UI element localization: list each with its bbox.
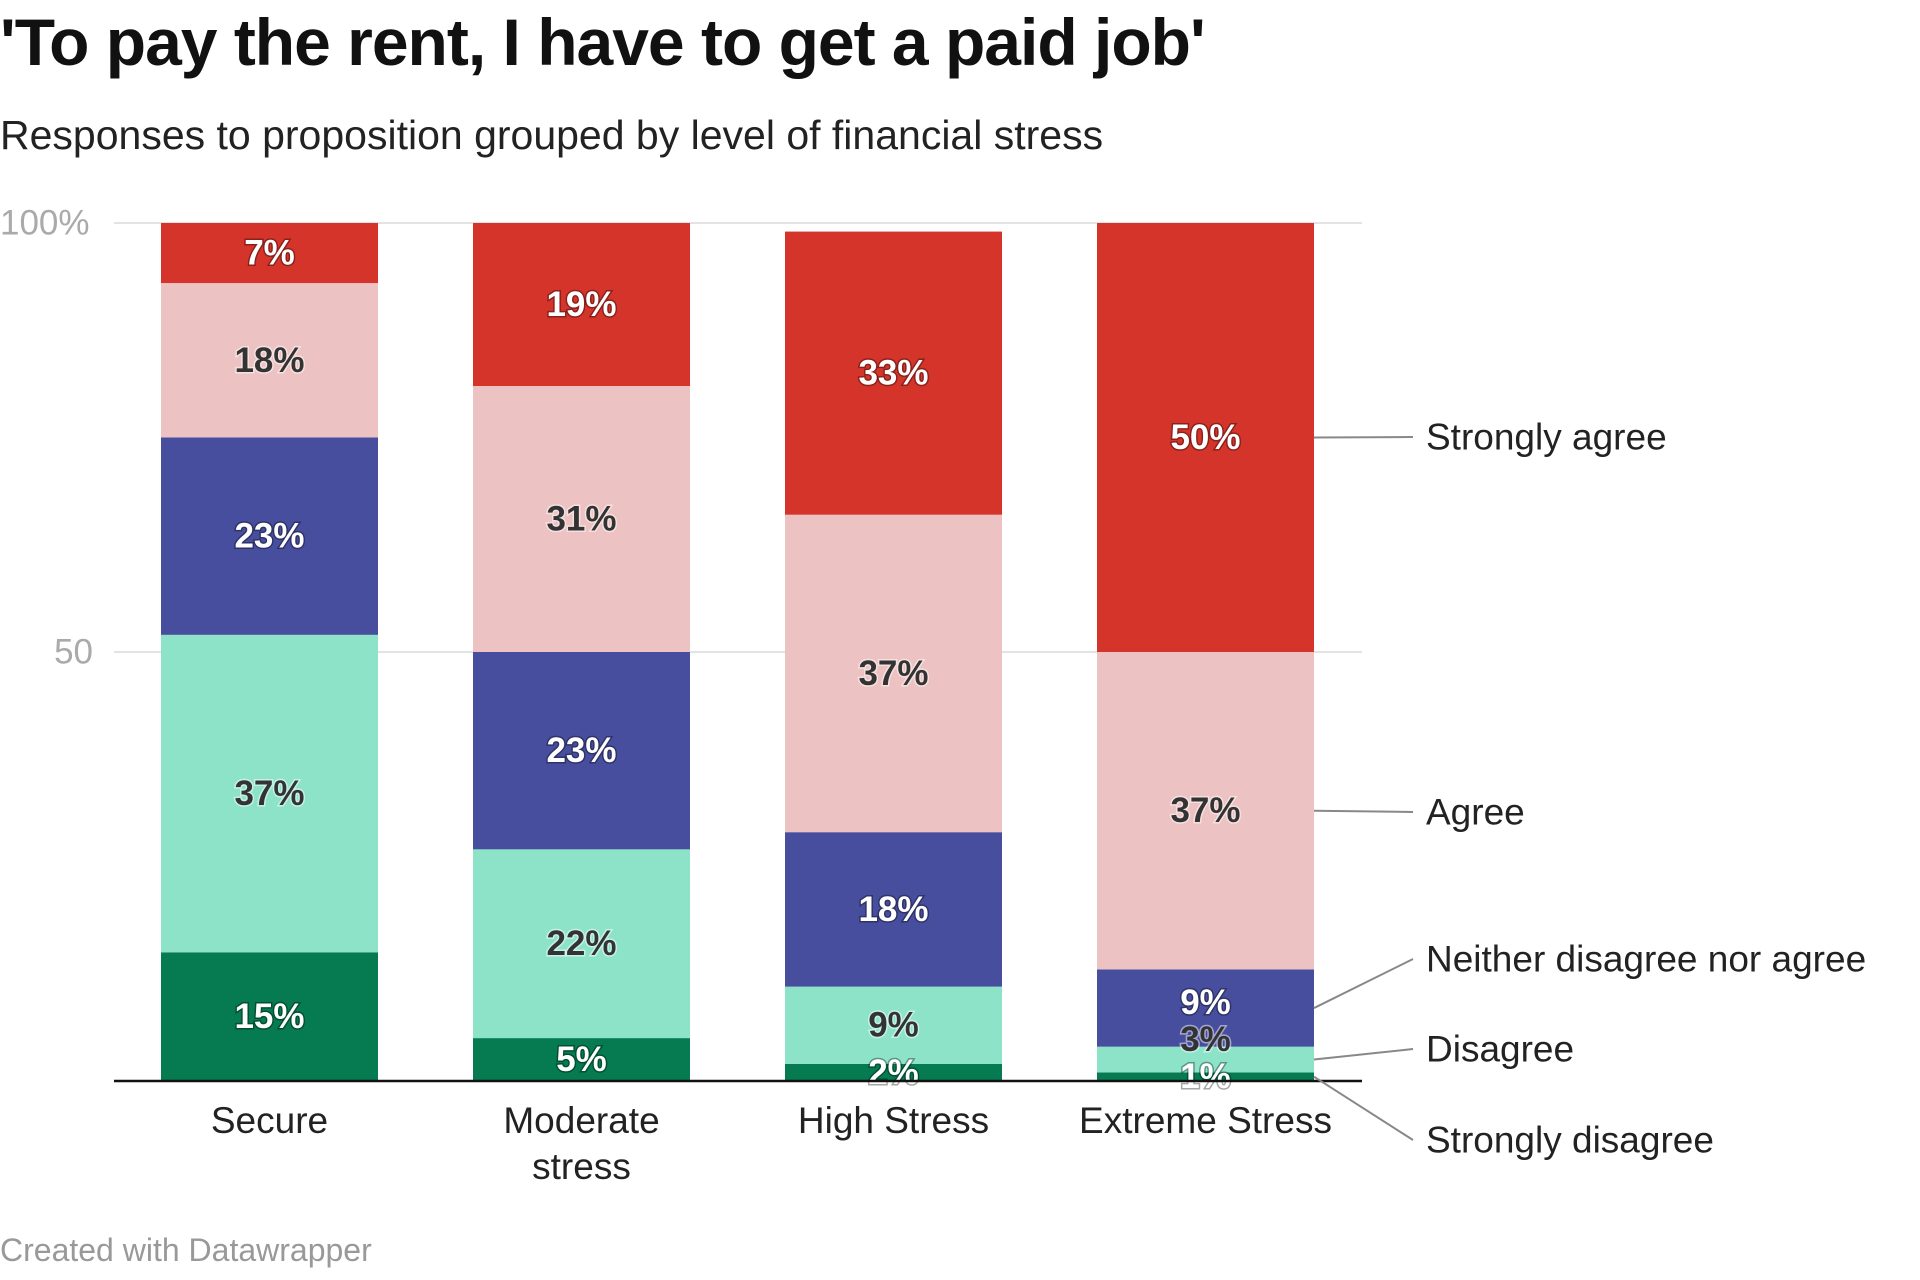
bar-segment xyxy=(161,437,378,635)
bar-segment xyxy=(785,514,1002,833)
data-label: 18% xyxy=(858,890,928,929)
data-label: 9% xyxy=(1180,983,1231,1022)
bar-segment xyxy=(785,1063,1002,1081)
bar-segment xyxy=(1097,969,1314,1047)
data-label: 37% xyxy=(1170,791,1240,830)
data-label: 15% xyxy=(234,997,304,1036)
data-label: 3% xyxy=(1180,1020,1231,1059)
y-tick-label: 50 xyxy=(54,633,93,672)
legend-connector-line xyxy=(1313,1075,1414,1141)
data-label: 7% xyxy=(244,234,295,273)
bar-segment xyxy=(1097,652,1314,970)
bar-segment xyxy=(161,223,378,284)
chart-title: 'To pay the rent, I have to get a paid j… xyxy=(0,5,1206,79)
x-category-label: Moderate xyxy=(503,1100,659,1141)
bar-segment xyxy=(473,1038,690,1081)
legend-connector-line xyxy=(1313,1048,1414,1061)
legend-label: Neither disagree nor agree xyxy=(1426,939,1866,980)
data-label: 23% xyxy=(234,517,304,556)
bar-segment xyxy=(473,849,690,1039)
legend-connector-line xyxy=(1313,436,1414,439)
bar-segment xyxy=(785,832,1002,987)
legend-connector-line xyxy=(1313,809,1414,813)
data-label: 18% xyxy=(234,341,304,380)
bar-segment xyxy=(1097,223,1314,652)
x-category-label: stress xyxy=(532,1146,631,1187)
bar-segment xyxy=(473,386,690,652)
legend-label: Strongly agree xyxy=(1426,417,1667,458)
legend-label: Disagree xyxy=(1426,1029,1574,1070)
bar-segment xyxy=(473,223,690,387)
legend-label: Agree xyxy=(1426,792,1525,833)
bar-segment xyxy=(785,231,1002,515)
footer-credit: Created with Datawrapper xyxy=(0,1232,372,1268)
bar-segment xyxy=(785,986,1002,1064)
data-label: 9% xyxy=(868,1006,919,1045)
bar-segment xyxy=(161,634,378,953)
bar-segment xyxy=(473,652,690,850)
data-label: 19% xyxy=(546,285,616,324)
y-tick-label: 100% xyxy=(0,204,90,243)
legend-label: Strongly disagree xyxy=(1426,1120,1714,1161)
data-label: 31% xyxy=(546,500,616,539)
legend-connector-line xyxy=(1313,958,1414,1009)
data-label: 50% xyxy=(1170,418,1240,457)
x-category-label: Extreme Stress xyxy=(1079,1100,1332,1141)
data-label: 23% xyxy=(546,731,616,770)
data-label: 37% xyxy=(858,654,928,693)
bar-segment xyxy=(161,283,378,438)
chart-subtitle: Responses to proposition grouped by leve… xyxy=(0,112,1104,158)
x-category-label: Secure xyxy=(211,1100,328,1141)
bar-segment xyxy=(161,952,378,1081)
data-label: 2% xyxy=(868,1053,919,1092)
bar-segment xyxy=(1097,1046,1314,1073)
data-label: 22% xyxy=(546,924,616,963)
data-label: 5% xyxy=(556,1040,607,1079)
data-label: 37% xyxy=(234,774,304,813)
data-label: 33% xyxy=(858,354,928,393)
x-category-label: High Stress xyxy=(798,1100,989,1141)
data-label: 1% xyxy=(1180,1057,1231,1096)
bar-segment xyxy=(1097,1072,1314,1081)
